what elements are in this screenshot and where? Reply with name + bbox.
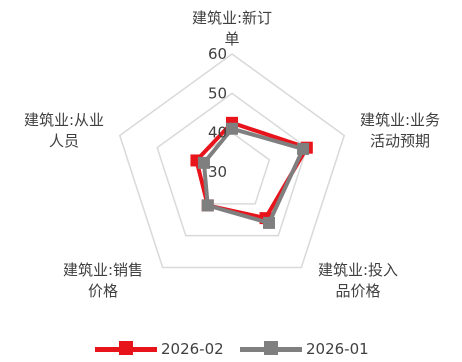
axis-label-4-line-0: 建筑业:从业 <box>24 111 104 129</box>
legend-item-series-1: 2026-01 <box>240 338 369 360</box>
axis-label-0: 建筑业:新订单 <box>192 9 272 48</box>
legend-label-series-1: 2026-01 <box>306 340 369 358</box>
axis-label-3-line-0: 建筑业:销售 <box>63 261 143 279</box>
tick-label-0: 30 <box>208 163 227 181</box>
data-point-1-4 <box>197 156 210 169</box>
axis-label-3-line-1: 价格 <box>88 282 118 300</box>
tick-label-3: 60 <box>208 45 227 63</box>
radar-grid <box>118 53 346 269</box>
legend-swatch-series-1 <box>240 338 302 360</box>
grid-ring-3 <box>118 53 346 269</box>
axis-label-1-line-1: 活动预期 <box>370 132 430 150</box>
axis-label-4-line-1: 人员 <box>49 132 79 150</box>
tick-label-2: 50 <box>208 84 227 102</box>
axis-label-2-line-0: 建筑业:投入 <box>318 261 398 279</box>
grid-ring-2 <box>156 92 308 237</box>
axis-label-1-line-0: 建筑业:业务 <box>360 111 440 129</box>
axis-label-1: 建筑业:业务活动预期 <box>360 111 440 150</box>
legend-label-series-0: 2026-02 <box>161 340 224 358</box>
axis-label-0-line-0: 建筑业:新订 <box>192 9 272 27</box>
series-1 <box>197 122 310 229</box>
data-point-1-3 <box>201 199 214 212</box>
axis-label-3: 建筑业:销售价格 <box>63 261 143 300</box>
axis-label-2-line-1: 品价格 <box>335 282 380 300</box>
axis-label-2: 建筑业:投入品价格 <box>318 261 398 300</box>
legend-swatch-series-0 <box>95 338 157 360</box>
axis-label-4: 建筑业:从业人员 <box>24 111 104 150</box>
data-point-1-0 <box>226 122 238 135</box>
data-point-1-2 <box>262 216 275 229</box>
data-point-1-1 <box>297 142 310 155</box>
radar-series <box>190 116 313 229</box>
axis-label-0-line-1: 单 <box>224 30 239 48</box>
radial-tick-labels: 30 40 50 60 <box>208 45 227 181</box>
legend: 2026-02 2026-01 <box>0 338 462 360</box>
tick-label-1: 40 <box>208 124 227 142</box>
legend-item-series-0: 2026-02 <box>95 338 224 360</box>
